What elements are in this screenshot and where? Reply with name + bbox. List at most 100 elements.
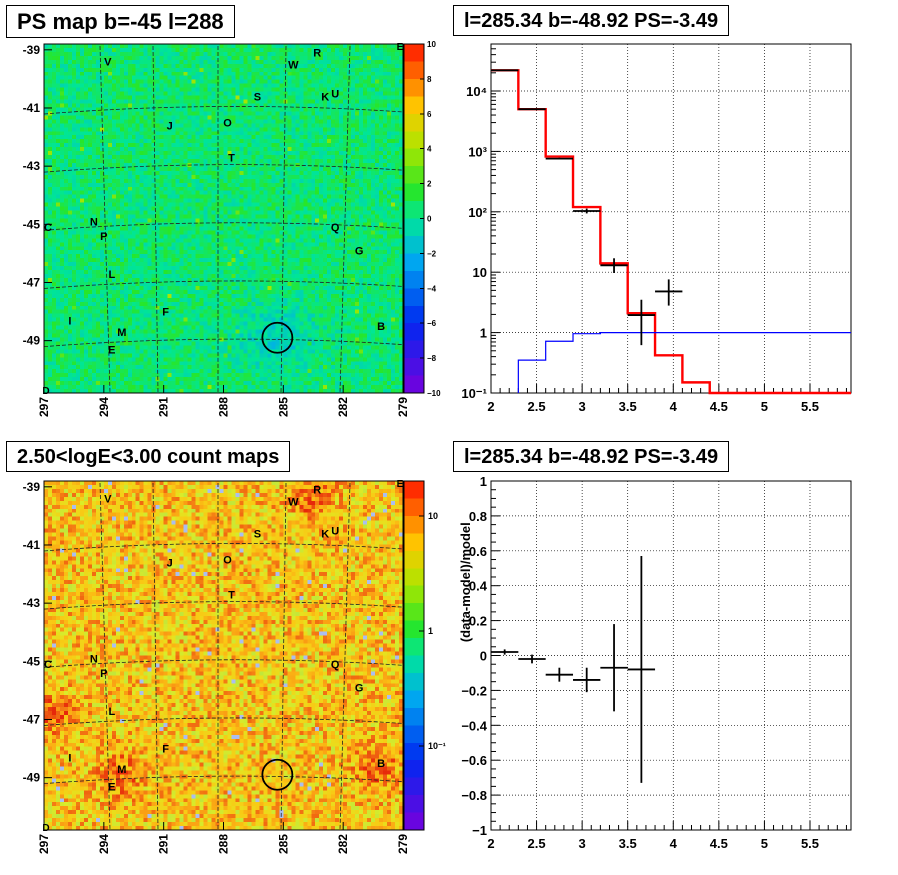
map-cell	[111, 107, 117, 112]
map-cell	[99, 44, 105, 49]
map-cell	[319, 186, 324, 192]
map-cell	[359, 242, 364, 247]
map-cell	[243, 99, 248, 104]
map-cell	[235, 182, 240, 188]
map-cell	[387, 214, 392, 219]
map-cell	[143, 238, 149, 243]
map-cell	[163, 178, 168, 184]
map-cell	[159, 147, 164, 152]
map-cell	[131, 91, 137, 96]
map-cell	[75, 59, 81, 65]
map-cell	[83, 143, 89, 148]
map-cell	[291, 119, 296, 124]
map-cell	[355, 182, 360, 188]
map-cell	[307, 119, 312, 124]
map-cell	[307, 198, 312, 203]
map-cell	[367, 71, 372, 77]
map-cell	[391, 143, 396, 148]
map-cell	[375, 198, 380, 203]
map-cell	[91, 254, 97, 259]
map-cell	[235, 135, 240, 140]
map-cell	[355, 123, 360, 128]
map-cell	[139, 87, 145, 92]
map-cell	[227, 67, 232, 73]
map-cell	[139, 44, 145, 49]
map-cell	[279, 190, 284, 196]
map-cell	[331, 250, 336, 255]
map-cell	[131, 67, 137, 73]
map-cell	[303, 190, 308, 196]
map-cell	[163, 250, 168, 255]
map-cell	[207, 99, 212, 104]
map-cell	[303, 127, 308, 132]
map-cell	[67, 178, 73, 184]
map-cell	[203, 95, 208, 100]
map-cell	[387, 230, 392, 235]
map-cell	[323, 230, 328, 235]
map-cell	[44, 242, 49, 247]
map-cell	[367, 79, 372, 84]
map-cell	[95, 174, 101, 180]
map-cell	[379, 206, 384, 211]
map-cell	[44, 170, 49, 176]
map-cell	[251, 174, 256, 180]
map-cell	[179, 143, 184, 148]
map-cell	[375, 206, 380, 211]
map-cell	[247, 95, 252, 100]
map-cell	[379, 99, 384, 104]
map-cell	[44, 182, 49, 188]
map-cell	[231, 254, 236, 259]
map-cell	[179, 162, 184, 168]
map-cell	[51, 182, 57, 188]
map-cell	[183, 178, 188, 184]
map-cell	[179, 115, 184, 120]
map-cell	[351, 151, 356, 156]
map-cell	[63, 242, 69, 247]
map-cell	[347, 234, 352, 239]
map-cell	[44, 218, 49, 223]
map-cell	[67, 127, 73, 132]
map-cell	[91, 210, 97, 215]
map-cell	[291, 166, 296, 172]
map-cell	[383, 147, 388, 152]
map-cell	[323, 127, 328, 132]
map-cell	[355, 258, 360, 263]
map-cell	[163, 111, 168, 116]
map-cell	[139, 246, 145, 251]
map-cell	[227, 166, 232, 172]
map-cell	[195, 182, 200, 188]
map-cell	[63, 147, 69, 152]
map-cell	[283, 159, 288, 164]
map-cell	[203, 202, 208, 207]
map-cell	[287, 155, 292, 160]
map-cell	[311, 87, 316, 92]
map-cell	[199, 151, 204, 156]
map-cell	[155, 218, 160, 223]
map-cell	[367, 127, 372, 132]
map-cell	[311, 79, 316, 84]
map-cell	[311, 131, 316, 136]
map-cell	[391, 226, 396, 231]
map-cell	[187, 262, 192, 267]
map-cell	[131, 234, 137, 239]
map-cell	[339, 44, 344, 49]
map-cell	[223, 111, 228, 116]
map-cell	[347, 71, 352, 77]
map-cell	[359, 75, 364, 80]
map-cell	[163, 95, 168, 100]
map-cell	[363, 139, 368, 144]
map-cell	[299, 246, 304, 251]
map-cell	[239, 115, 244, 120]
map-cell	[219, 254, 224, 259]
map-cell	[119, 159, 125, 164]
map-cell	[63, 123, 69, 128]
map-cell	[355, 87, 360, 92]
map-cell	[95, 190, 101, 196]
map-cell	[339, 47, 344, 53]
map-cell	[63, 190, 69, 196]
map-cell	[335, 79, 340, 84]
map-cell	[67, 170, 73, 176]
map-cell	[271, 127, 276, 132]
map-cell	[315, 202, 320, 207]
map-cell	[343, 178, 348, 184]
